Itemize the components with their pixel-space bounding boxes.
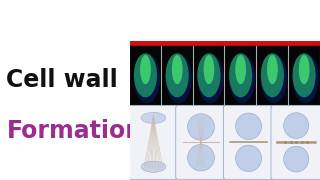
- Ellipse shape: [197, 53, 220, 97]
- Ellipse shape: [261, 53, 284, 97]
- Bar: [194, 46, 224, 105]
- Ellipse shape: [267, 55, 278, 84]
- Ellipse shape: [261, 53, 287, 103]
- FancyBboxPatch shape: [271, 105, 320, 179]
- Ellipse shape: [284, 113, 309, 138]
- Ellipse shape: [229, 53, 255, 103]
- Ellipse shape: [299, 55, 309, 84]
- Ellipse shape: [229, 53, 252, 97]
- Text: Formation: Formation: [6, 119, 143, 143]
- Ellipse shape: [204, 55, 214, 84]
- Ellipse shape: [236, 113, 261, 140]
- Ellipse shape: [292, 53, 316, 97]
- Ellipse shape: [134, 53, 157, 97]
- Ellipse shape: [140, 55, 151, 84]
- Bar: [289, 46, 320, 105]
- Text: Plant Anatomy Lecture #02: Plant Anatomy Lecture #02: [15, 11, 305, 30]
- Ellipse shape: [141, 161, 166, 172]
- Bar: [162, 46, 193, 105]
- Ellipse shape: [166, 53, 189, 97]
- Bar: [257, 46, 288, 105]
- Ellipse shape: [236, 145, 261, 172]
- Bar: [130, 40, 320, 46]
- Ellipse shape: [292, 53, 319, 103]
- Ellipse shape: [188, 144, 214, 171]
- FancyBboxPatch shape: [176, 105, 226, 179]
- Ellipse shape: [235, 55, 246, 84]
- FancyBboxPatch shape: [128, 105, 179, 179]
- FancyBboxPatch shape: [223, 105, 274, 179]
- Ellipse shape: [197, 53, 224, 103]
- Bar: [130, 46, 161, 105]
- Ellipse shape: [188, 114, 214, 140]
- Ellipse shape: [172, 55, 183, 84]
- Bar: [225, 46, 256, 105]
- Ellipse shape: [166, 53, 192, 103]
- Ellipse shape: [134, 53, 160, 103]
- Ellipse shape: [284, 146, 309, 172]
- Text: Cell wall: Cell wall: [6, 68, 118, 92]
- Ellipse shape: [141, 112, 166, 123]
